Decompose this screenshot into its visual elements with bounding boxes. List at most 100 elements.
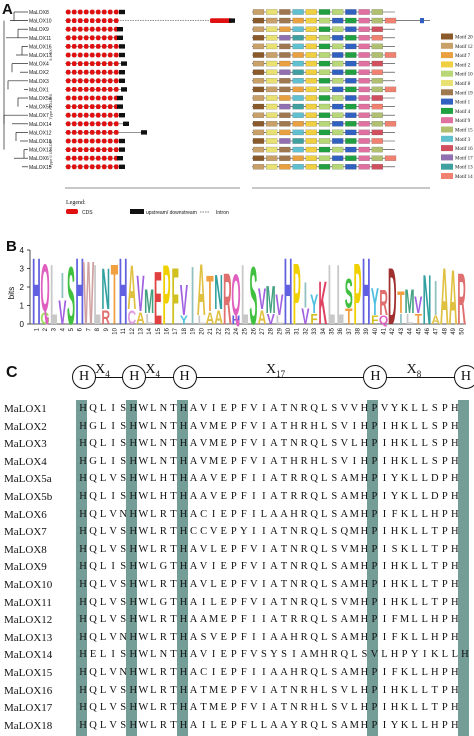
cds-exon	[78, 44, 83, 49]
motif-legend-item: Motif 9	[441, 117, 471, 124]
cds-exon	[72, 18, 77, 23]
alignment-row: MaLOX13 H Q L V N H W L R T H A S V E P F I I A A H R Q L S A M H P I F K…	[0, 629, 474, 647]
cds-exon	[66, 138, 71, 144]
residue: S	[331, 438, 338, 450]
residue: W	[138, 491, 149, 502]
cds-exon	[78, 130, 83, 135]
logo-letter: A	[197, 251, 206, 332]
residue: K	[400, 684, 409, 696]
cds-exon	[108, 9, 113, 15]
motif-block	[266, 121, 278, 127]
residue: P	[371, 561, 378, 573]
logo-letter: H	[32, 240, 41, 345]
residue: H	[129, 596, 138, 608]
residue: R	[300, 491, 308, 502]
residue: I	[252, 491, 256, 502]
cds-exon	[90, 121, 95, 127]
motif-block	[252, 95, 265, 101]
residue: H	[320, 649, 328, 661]
panel-c: C H H H H H X4 X4 X17 X8 MaLOX1 H Q L I S H W L N T H A V I E P F…	[0, 362, 474, 736]
motif-block	[345, 35, 357, 41]
cds-exon	[96, 9, 101, 15]
logo-position-label: 26	[251, 327, 257, 334]
motif-row	[252, 17, 430, 24]
residue: I	[111, 491, 115, 502]
residue: H	[451, 719, 459, 731]
motif-block	[266, 146, 278, 153]
cds-exon	[108, 130, 113, 135]
motif-block	[318, 9, 331, 15]
residue: F	[240, 508, 247, 520]
residue: A	[189, 420, 198, 432]
residue: H	[360, 667, 369, 678]
cds-exon	[78, 104, 83, 109]
logo-position-label: 43	[399, 327, 405, 334]
logo-letter: L	[241, 247, 248, 342]
residue: S	[120, 438, 127, 450]
residue: M	[349, 526, 360, 538]
residue: I	[382, 614, 387, 626]
residue: I	[382, 473, 387, 485]
residue: L	[320, 473, 328, 485]
residue: H	[360, 508, 369, 520]
residue: A	[280, 631, 288, 643]
residue: M	[208, 614, 219, 626]
motif-block	[371, 146, 383, 153]
motif-block	[292, 78, 304, 84]
residue: L	[99, 614, 107, 626]
residue: H	[390, 596, 399, 608]
motif-block	[371, 138, 383, 144]
utr-block	[119, 113, 125, 118]
residue: P	[230, 543, 237, 555]
residue: H	[451, 543, 459, 555]
residue: H	[79, 473, 87, 485]
motif-legend-item: Motif 2	[441, 61, 471, 68]
sequence-name: MaLOX2	[4, 420, 47, 433]
motif-block	[332, 129, 344, 136]
residue: H	[310, 684, 318, 696]
motif-legend-label: Motif 10	[455, 73, 473, 78]
residue: R	[300, 596, 308, 608]
motif-h-circle: H	[453, 365, 474, 389]
gene-name: MaLOX13	[29, 148, 52, 154]
cds-exon	[72, 104, 77, 109]
residue: L	[150, 684, 157, 696]
residue: P	[230, 491, 237, 502]
gene-structure-row	[65, 26, 123, 32]
motif-block	[266, 35, 278, 41]
legend-item: upstream/ downstream	[130, 209, 197, 216]
legend-label: CDS	[82, 210, 93, 216]
residue: V	[199, 403, 208, 414]
residue: R	[300, 455, 308, 467]
residue: F	[391, 631, 398, 643]
residue: R	[300, 473, 308, 485]
cds-exon	[78, 52, 83, 58]
cds-exon	[96, 130, 101, 135]
motif-legend-label: Motif 20	[455, 36, 473, 41]
residue: V	[109, 473, 117, 485]
residue: L	[99, 631, 107, 643]
motif-legend-label: Motif 14	[455, 175, 473, 180]
logo-letter: P	[353, 246, 361, 344]
residue: I	[352, 420, 357, 432]
residue: H	[360, 596, 369, 608]
motif-block	[292, 138, 304, 144]
residue: L	[99, 596, 107, 608]
utr-block	[119, 70, 125, 75]
utr-block	[119, 138, 125, 144]
cds-exon	[66, 130, 71, 135]
logo-letter: V	[136, 264, 144, 322]
residue: L	[411, 420, 418, 432]
motif-block	[252, 17, 265, 24]
cds-exon	[210, 18, 232, 23]
residue: H	[290, 420, 298, 432]
motif-block	[279, 121, 291, 127]
residue: A	[199, 491, 208, 502]
residue: S	[331, 631, 338, 643]
residue: T	[200, 684, 207, 696]
motif-block	[279, 60, 291, 67]
motif-block	[420, 18, 424, 24]
residue: H	[129, 438, 138, 450]
motif-block	[345, 155, 357, 161]
logo-position-label: 17	[173, 327, 179, 334]
